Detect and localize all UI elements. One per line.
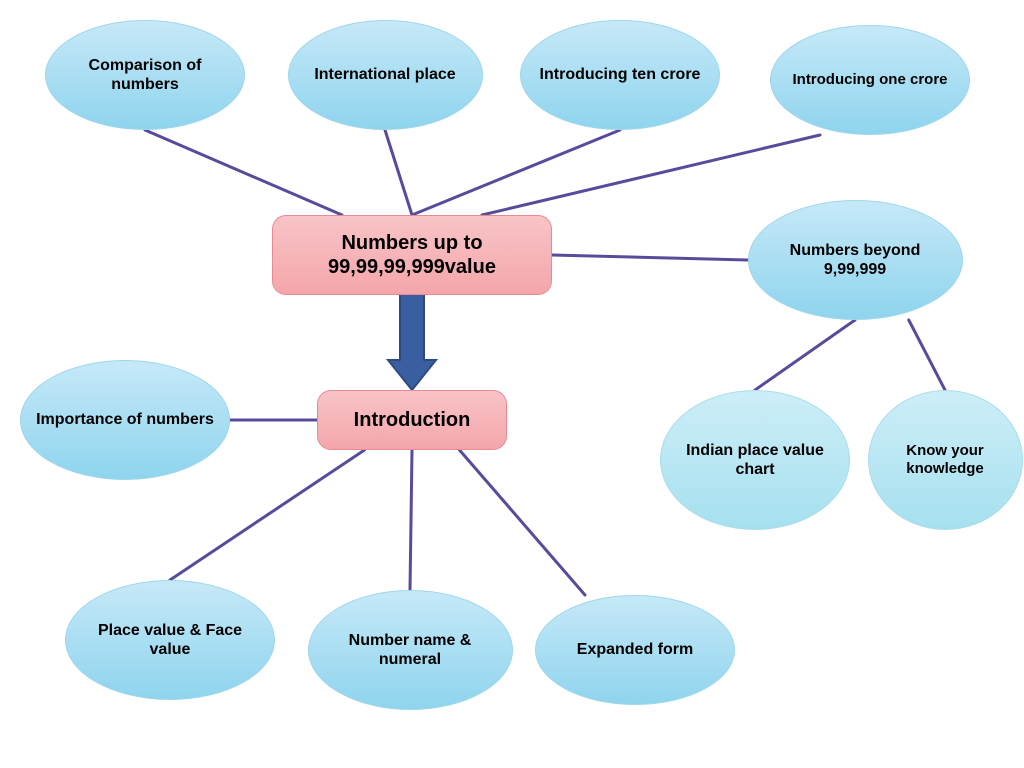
node-label: Introducing one crore — [792, 71, 947, 89]
node-label: Number name & numeral — [319, 631, 502, 669]
node-label: Introduction — [354, 408, 471, 432]
node-intro: Introduction — [317, 390, 507, 450]
concept-map: Numbers up to 99,99,99,999value Introduct… — [0, 0, 1024, 768]
node-label: Numbers beyond 9,99,999 — [759, 241, 952, 279]
node-place_face: Place value & Face value — [65, 580, 275, 700]
arrow-down-icon — [388, 290, 436, 390]
node-one_crore: Introducing one crore — [770, 25, 970, 135]
edge — [170, 450, 365, 580]
node-label: Introducing ten crore — [540, 65, 701, 84]
node-expanded: Expanded form — [535, 595, 735, 705]
node-label: Indian place value chart — [671, 441, 839, 479]
edge — [755, 320, 855, 390]
node-label: International place — [314, 65, 455, 84]
node-label: Numbers up to 99,99,99,999value — [283, 231, 541, 279]
edge — [552, 255, 748, 260]
node-label: Expanded form — [577, 640, 693, 659]
node-international: International place — [288, 20, 483, 130]
edge — [482, 135, 820, 215]
node-importance: Importance of numbers — [20, 360, 230, 480]
node-number_name: Number name & numeral — [308, 590, 513, 710]
node-label: Place value & Face value — [76, 621, 264, 659]
node-main: Numbers up to 99,99,99,999value — [272, 215, 552, 295]
node-label: Know your knowledge — [879, 442, 1012, 478]
node-ten_crore: Introducing ten crore — [520, 20, 720, 130]
edge — [412, 130, 620, 215]
node-label: Comparison of numbers — [56, 56, 234, 94]
node-know: Know your knowledge — [868, 390, 1023, 530]
edge — [909, 320, 945, 390]
edge — [145, 130, 342, 215]
node-comparison: Comparison of numbers — [45, 20, 245, 130]
edge — [460, 450, 586, 595]
node-label: Importance of numbers — [36, 410, 214, 429]
edge — [410, 450, 412, 590]
edge — [385, 130, 412, 215]
node-indian_chart: Indian place value chart — [660, 390, 850, 530]
node-beyond: Numbers beyond 9,99,999 — [748, 200, 963, 320]
